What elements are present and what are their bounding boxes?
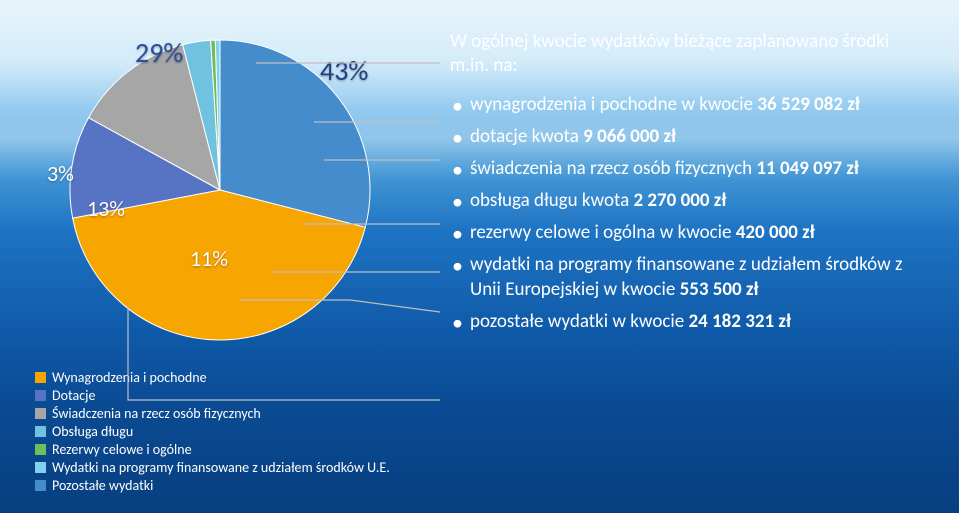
bullet-item: dotacje kwota 9 066 000 zł xyxy=(450,124,929,149)
bullet-item: pozostałe wydatki w kwocie 24 182 321 zł xyxy=(450,309,929,334)
legend-label: Rezerwy celowe i ogólne xyxy=(52,441,192,458)
bullet-value: 2 270 000 zł xyxy=(634,189,727,212)
legend-swatch xyxy=(35,480,46,491)
left-panel: 29% 43% 3% 13% 11% Wynagrodzenia i pochodneD… xyxy=(0,0,440,513)
legend-swatch xyxy=(35,372,46,383)
bullet-item: rezerwy celowe i ogólna w kwocie 420 000… xyxy=(450,220,929,245)
bullet-pre: obsługa długu kwota xyxy=(470,189,634,212)
page-root: 29% 43% 3% 13% 11% Wynagrodzenia i pochodneD… xyxy=(0,0,959,513)
pie-pct-label: 3% xyxy=(47,160,74,187)
legend-label: Wydatki na programy finansowane z udział… xyxy=(52,459,390,476)
bullet-value: 11 049 097 zł xyxy=(756,157,859,180)
bullet-value: 9 066 000 zł xyxy=(583,125,676,148)
legend-row: Wydatki na programy finansowane z udział… xyxy=(35,459,435,476)
legend-row: Obsługa długu xyxy=(35,423,435,440)
legend-label: Świadczenia na rzecz osób fizycznych xyxy=(52,405,261,422)
legend-swatch xyxy=(35,462,46,473)
legend-swatch xyxy=(35,444,46,455)
bullet-value: 420 000 zł xyxy=(736,221,815,244)
legend-swatch xyxy=(35,426,46,437)
bullet-value: 553 500 zł xyxy=(680,278,759,301)
pie-pct-label: 13% xyxy=(87,195,125,222)
bullet-pre: świadczenia na rzecz osób fizycznych xyxy=(470,157,756,180)
legend-label: Wynagrodzenia i pochodne xyxy=(52,369,207,386)
pie-chart: 29%43%3%13%11% xyxy=(55,25,385,355)
legend-row: Wynagrodzenia i pochodne xyxy=(35,369,435,386)
right-panel: W ogólnej kwocie wydatków bieżące zaplan… xyxy=(440,0,959,513)
legend-row: Pozostałe wydatki xyxy=(35,477,435,494)
bullet-item: wynagrodzenia i pochodne w kwocie 36 529… xyxy=(450,92,929,117)
legend-row: Rezerwy celowe i ogólne xyxy=(35,441,435,458)
legend: Wynagrodzenia i pochodneDotacjeŚwiadczen… xyxy=(35,368,435,495)
bullet-pre: rezerwy celowe i ogólna w kwocie xyxy=(470,221,736,244)
legend-row: Świadczenia na rzecz osób fizycznych xyxy=(35,405,435,422)
bullets-list: wynagrodzenia i pochodne w kwocie 36 529… xyxy=(450,92,929,335)
legend-label: Obsługa długu xyxy=(52,423,133,440)
legend-swatch xyxy=(35,408,46,419)
legend-label: Pozostałe wydatki xyxy=(52,477,153,494)
legend-label: Dotacje xyxy=(52,387,95,404)
legend-swatch xyxy=(35,390,46,401)
legend-row: Dotacje xyxy=(35,387,435,404)
bullet-pre: dotacje kwota xyxy=(470,125,583,148)
pie-pct-label: 29% xyxy=(135,35,183,70)
pie-pct-label: 43% xyxy=(320,53,368,88)
pie-pct-label: 11% xyxy=(190,245,228,272)
bullet-item: obsługa długu kwota 2 270 000 zł xyxy=(450,188,929,213)
bullet-value: 36 529 082 zł xyxy=(757,93,860,116)
bullet-item: wydatki na programy finansowane z udział… xyxy=(450,252,929,302)
intro-text: W ogólnej kwocie wydatków bieżące zaplan… xyxy=(450,30,929,78)
bullet-pre: pozostałe wydatki w kwocie xyxy=(470,310,688,333)
bullet-item: świadczenia na rzecz osób fizycznych 11 … xyxy=(450,156,929,181)
bullet-pre: wynagrodzenia i pochodne w kwocie xyxy=(470,93,757,116)
bullet-value: 24 182 321 zł xyxy=(688,310,791,333)
